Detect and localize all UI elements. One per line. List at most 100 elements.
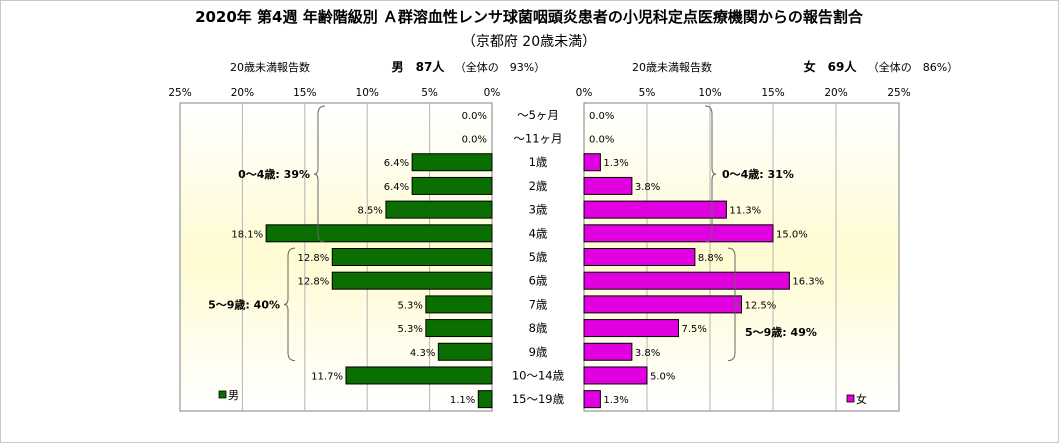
left-header-share: （全体の 93%）: [455, 60, 545, 74]
bars: [265, 153, 790, 409]
right-header-count: 女 69人: [804, 59, 858, 74]
right-header: 20歳未満報告数 女 69人 （全体の 86%）: [632, 59, 958, 74]
data-label-male: 1.1%: [450, 395, 475, 406]
legend-label-male: 男: [228, 389, 239, 402]
bracket-male: [313, 105, 326, 243]
data-label-female: 8.8%: [698, 253, 723, 264]
category-label: 15～19歳: [512, 392, 565, 406]
x-tick-label: 5%: [639, 87, 656, 99]
category-label: 8歳: [529, 321, 548, 335]
bar-male: [411, 153, 493, 172]
data-label-male: 8.5%: [358, 206, 383, 217]
data-label-male: 12.8%: [297, 277, 329, 288]
x-tick-label: 15%: [293, 87, 316, 99]
x-tick-label: 25%: [168, 87, 191, 99]
group-label-male: 5～9歳: 40%: [208, 297, 280, 311]
x-tick-label: 10%: [356, 87, 379, 99]
x-tick-label: 25%: [887, 87, 910, 99]
right-header-share: （全体の 86%）: [868, 60, 958, 74]
bar-female: [583, 366, 648, 385]
category-label: 3歳: [529, 203, 548, 217]
x-tick-label: 5%: [421, 87, 438, 99]
bar-male: [385, 200, 493, 219]
bar-male: [437, 342, 493, 361]
bar-male: [411, 176, 493, 195]
bracket-female: [704, 105, 717, 243]
category-label: 6歳: [529, 274, 548, 288]
category-label: 9歳: [529, 345, 548, 359]
bracket-male: [283, 247, 296, 362]
bar-female: [583, 319, 679, 338]
bar-female: [583, 390, 601, 409]
chart-subtitle: （京都府 20歳未満）: [462, 34, 596, 50]
legend-label-female: 女: [856, 392, 867, 406]
group-label-female: 5～9歳: 49%: [745, 325, 817, 339]
data-label-male: 18.1%: [231, 229, 263, 240]
data-label-male: 12.8%: [297, 253, 329, 264]
category-label: ～5ヶ月: [517, 108, 559, 122]
legend: 男女: [218, 389, 867, 406]
data-label-male: 5.3%: [397, 324, 422, 335]
bar-male: [331, 248, 493, 266]
group-label-female: 0～4歳: 31%: [722, 167, 794, 181]
bar-female: [583, 176, 633, 195]
legend-swatch-female: [846, 394, 855, 403]
bar-female: [583, 248, 696, 266]
bar-female: [583, 153, 601, 172]
data-label-female: 3.8%: [635, 348, 660, 359]
age-group-brackets: 0～4歳: 39% 5～9歳: 40% 0～4歳: 31% 5～9歳: 49%: [208, 105, 817, 362]
group-label-male: 0～4歳: 39%: [238, 167, 310, 181]
data-label-male: 4.3%: [410, 348, 435, 359]
x-tick-label: 20%: [231, 87, 254, 99]
left-header: 20歳未満報告数 男 87人 （全体の 93%）: [230, 59, 545, 74]
data-label-female: 11.3%: [729, 206, 761, 217]
category-label: 5歳: [529, 250, 548, 264]
bar-male: [477, 390, 493, 409]
bar-female: [583, 271, 790, 290]
x-tick-label: 0%: [576, 87, 593, 99]
bracket-female: [727, 247, 740, 362]
data-label-female: 16.3%: [792, 277, 824, 288]
data-label-female: 5.0%: [650, 371, 675, 382]
data-label-male: 0.0%: [462, 111, 487, 122]
legend-swatch-male: [218, 390, 227, 399]
category-label: ～11ヶ月: [513, 132, 562, 146]
category-label: 2歳: [529, 179, 548, 193]
data-labels: 0.0% 0.0% 0.0% 0.0% 6.4% 1.3% 6.4% 3.8% 8.5% 11.3…: [231, 111, 824, 406]
bar-female: [583, 200, 727, 219]
data-label-male: 5.3%: [397, 300, 422, 311]
bar-female: [583, 342, 633, 361]
axis-ticks: 25% 20% 15% 10% 5% 0% 0% 5% 10% 15% 20% 25%: [168, 87, 910, 99]
x-tick-label: 20%: [824, 87, 847, 99]
x-tick-label: 0%: [484, 87, 501, 99]
data-label-male: 0.0%: [462, 135, 487, 146]
data-label-male: 6.4%: [384, 182, 409, 193]
x-tick-label: 10%: [698, 87, 721, 99]
bar-female: [583, 295, 742, 314]
bar-male: [425, 295, 493, 314]
data-label-male: 6.4%: [384, 158, 409, 169]
category-labels: ～5ヶ月 ～11ヶ月 1歳 2歳 3歳 4歳 5歳 6歳 7歳 8歳 9歳 10～14歳 15～19歳: [512, 108, 565, 406]
category-label: 10～14歳: [512, 368, 565, 382]
data-label-female: 15.0%: [776, 229, 808, 240]
data-label-female: 7.5%: [682, 324, 707, 335]
data-label-female: 1.3%: [603, 395, 628, 406]
category-label: 4歳: [529, 226, 548, 240]
data-label-male: 11.7%: [311, 371, 343, 382]
category-label: 1歳: [529, 155, 548, 169]
chart-title: 2020年 第4週 年齢階級別 Ａ群溶血性レンサ球菌咽頭炎患者の小児科定点医療機…: [195, 8, 864, 26]
data-label-female: 12.5%: [745, 300, 777, 311]
category-label: 7歳: [529, 297, 548, 311]
bar-male: [265, 224, 493, 243]
data-label-female: 3.8%: [635, 182, 660, 193]
bar-male: [331, 271, 493, 290]
bar-male: [425, 319, 493, 338]
left-header-label: 20歳未満報告数: [230, 61, 310, 74]
right-header-label: 20歳未満報告数: [632, 61, 712, 74]
data-label-female: 0.0%: [589, 135, 614, 146]
bar-female: [583, 224, 774, 243]
bar-male: [345, 366, 493, 385]
data-label-female: 1.3%: [603, 158, 628, 169]
data-label-female: 0.0%: [589, 111, 614, 122]
